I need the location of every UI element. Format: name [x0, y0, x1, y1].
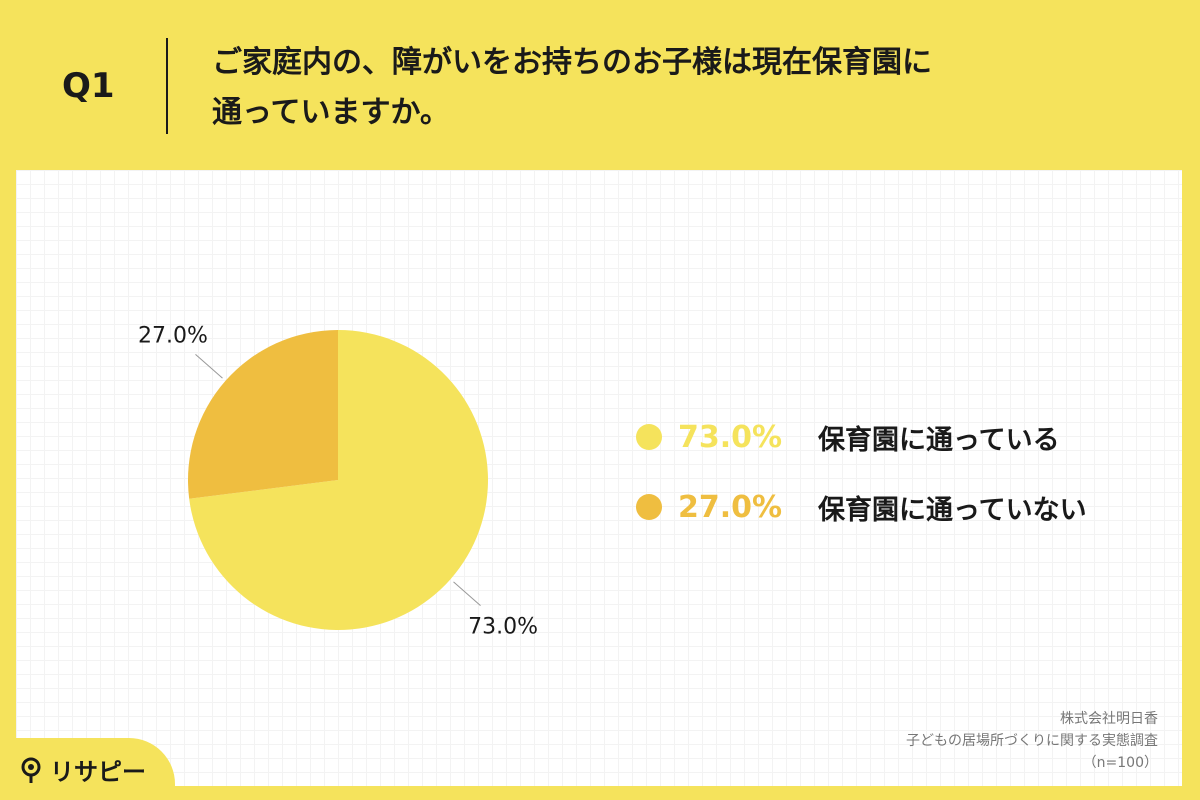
pie-chart: 73.0% 27.0% — [138, 324, 538, 640]
legend-swatch-attending — [636, 424, 662, 450]
legend-pct-attending: 73.0% — [678, 419, 783, 455]
brand-logo: リサピー — [20, 752, 146, 787]
leader-line-attending — [453, 581, 481, 607]
brand-tab: リサピー — [0, 738, 175, 800]
lens-icon — [21, 757, 41, 783]
legend-pct-not-attending: 27.0% — [678, 489, 783, 525]
legend-swatch-not-attending — [636, 494, 662, 520]
brand-logo-text: リサピー — [50, 758, 146, 786]
source-sample-size: （n=100） — [1082, 755, 1158, 771]
source-company: 株式会社明日香 — [1060, 711, 1158, 727]
legend-item-not-attending: 27.0% 保育園に通っていない — [636, 472, 1087, 542]
pie-slice-not-attending — [188, 330, 338, 499]
question-line-2: 通っていますか。 — [212, 95, 450, 130]
legend-label-not-attending: 保育園に通っていない — [818, 494, 1087, 526]
leader-line-not-attending — [195, 353, 223, 379]
chart-panel: 73.0% 27.0% 73.0% 保育園に通っている 27.0% 保育園に通って… — [16, 170, 1182, 786]
legend: 73.0% 保育園に通っている 27.0% 保育園に通っていない — [636, 402, 1087, 542]
source-note: 株式会社明日香 子どもの居場所づくりに関する実態調査 （n=100） — [906, 708, 1158, 774]
pie-slice-attending — [189, 330, 489, 630]
data-label-attending: 73.0% — [468, 614, 538, 639]
question-divider — [166, 38, 168, 134]
legend-label-attending: 保育園に通っている — [818, 424, 1060, 456]
question-line-1: ご家庭内の、障がいをお持ちのお子様は現在保育園に — [212, 45, 932, 80]
data-label-not-attending: 27.0% — [138, 324, 208, 349]
legend-item-attending: 73.0% 保育園に通っている — [636, 402, 1087, 472]
source-survey: 子どもの居場所づくりに関する実態調査 — [906, 733, 1158, 749]
question-text: ご家庭内の、障がいをお持ちのお子様は現在保育園に 通っていますか。 — [212, 38, 1112, 138]
question-number: Q1 — [62, 66, 115, 106]
